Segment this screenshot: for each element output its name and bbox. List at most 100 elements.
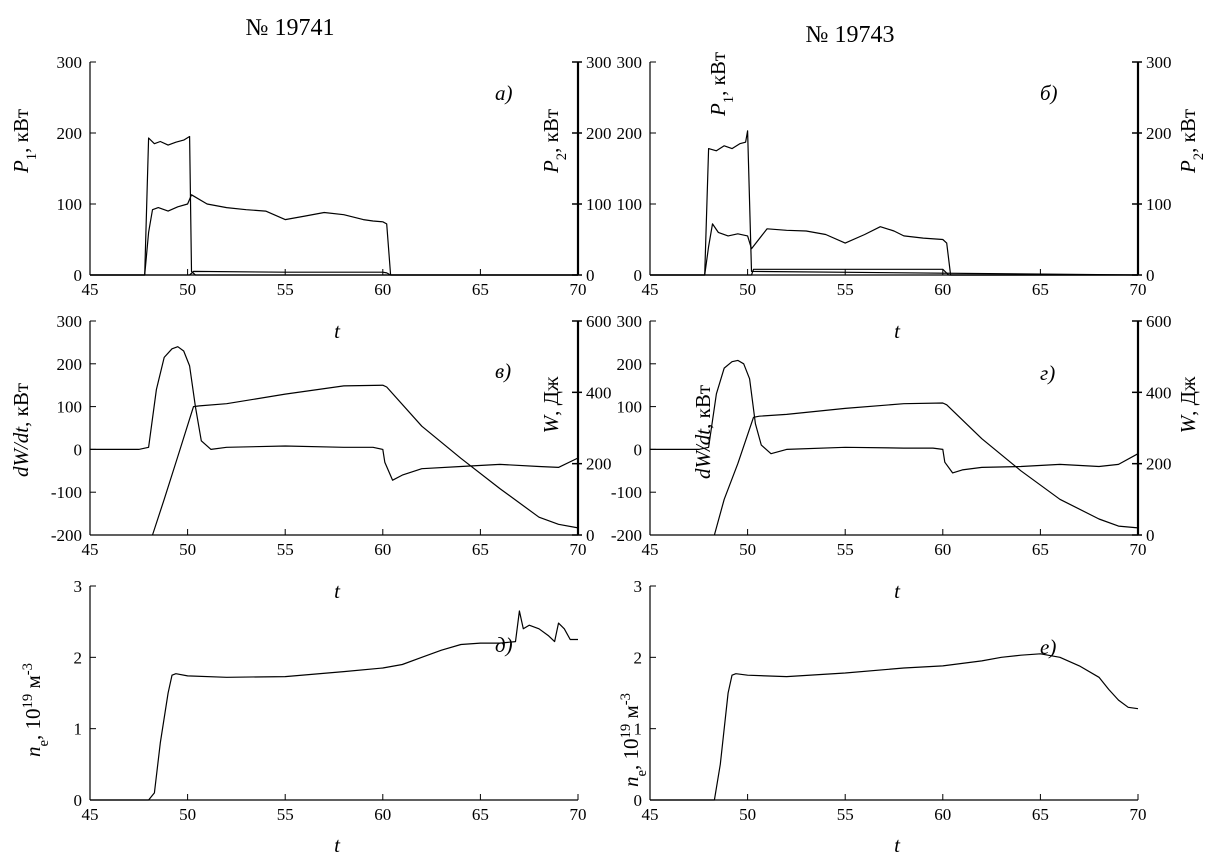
y-axis-label-left-part: dW/dt [691,428,715,479]
series-line-3 [90,270,578,276]
y-tick-label-right: 600 [1146,312,1172,331]
x-tick-label: 60 [374,280,391,299]
y-tick-label-left: 2 [74,648,83,667]
x-tick-label: 50 [739,280,756,299]
x-axis-label: t [894,319,901,343]
y-tick-label-left: -200 [51,526,82,545]
series-line-1 [90,610,578,801]
x-tick-label: 60 [934,540,951,559]
x-tick-label: 50 [179,805,196,824]
series-line-1 [650,130,1139,276]
x-tick-label: 60 [374,805,391,824]
y-tick-label-left: -200 [611,526,642,545]
y-axis-label-left-part: -3 [618,693,634,705]
y-tick-label-left: 0 [74,440,83,459]
x-tick-label: 50 [179,540,196,559]
y-axis-label-left: ne, 1019 м-3 [618,693,650,787]
panel-label: в) [495,359,511,383]
series-line-2 [713,402,1139,536]
y-tick-label-left: -100 [51,483,82,502]
x-axis-label-part: t [334,319,341,343]
y-tick-label-left: 200 [617,124,643,143]
y-tick-label-right: 200 [1146,455,1172,474]
panel-label: а) [495,81,513,105]
x-tick-label: 55 [277,805,294,824]
y-axis-label-left: dW/dt, кВт [691,385,715,479]
x-tick-label: 70 [1130,805,1147,824]
y-axis-label-left: ne, 1019 м-3 [20,663,52,757]
shot-number-left: № 19741 [246,15,335,41]
panel-d: 45 50 55 60 65 70 0 1 2 3 ne, 1019 м-3 t t д) [20,577,587,857]
y-tick-label-left: 2 [634,648,643,667]
y-axis-label-right: W, Дж [1176,376,1200,433]
panel-e: 45 50 55 60 65 70 0 1 2 3 ne, 1019 м-3 t t е) [618,577,1147,857]
y-tick-label-right: 400 [1146,383,1172,402]
x-tick-label: 45 [82,805,99,824]
y-axis-label-left-part: -3 [20,663,36,675]
x-tick-label: 55 [837,805,854,824]
y-axis-label-left: P1, кВт [9,109,40,174]
panel-g: 45 50 55 60 65 70 -200 -100 0 100 200 300 0 200 400 600… [611,312,1200,559]
x-tick-label: 65 [1032,540,1049,559]
x-tick-label: 65 [472,280,489,299]
x-axis-label: t [894,579,901,603]
y-axis-label-right-part: W [539,413,563,433]
y-tick-label-left: 300 [617,312,643,331]
x-tick-label: 55 [837,540,854,559]
series-line-1 [650,653,1139,801]
x-tick-label: 45 [82,280,99,299]
x-tick-label: 45 [642,280,659,299]
y-tick-label-left: 100 [617,195,643,214]
y-tick-label-left: 300 [57,312,83,331]
y-axis-label-right: W, Дж [539,376,563,433]
y-tick-label-left: 0 [634,791,643,810]
x-tick-label: 55 [837,280,854,299]
x-tick-label: 45 [642,805,659,824]
y-tick-label-left: 0 [74,266,83,285]
y-axis-label-left-part: dW/dt [9,426,33,477]
x-axis-label: t [334,579,341,603]
x-tick-label: 55 [277,540,294,559]
y-axis-label-left-part: n [21,747,45,758]
x-axis-label-part: t [894,579,901,603]
y-tick-label-right: 400 [586,383,612,402]
y-tick-label-right: 200 [586,455,612,474]
x-tick-label: 65 [1032,280,1049,299]
y-tick-label-left: 100 [57,398,83,417]
y-tick-label-left: 1 [634,720,643,739]
panel-label: е) [1040,635,1056,659]
y-tick-label-left: 300 [57,53,83,72]
y-tick-label-right: 0 [1146,526,1155,545]
y-axis-label-right-part: , кВт [539,109,563,153]
y-tick-label-right: 0 [1146,266,1155,285]
y-axis-label-right-part: W [1176,413,1200,433]
y-axis-label-left: dW/dt, кВт [9,383,33,477]
y-axis-label-left-part: P [706,103,730,117]
y-axis-label-left-part: 19 [618,724,634,739]
y-axis-label-left-part: e [36,740,52,747]
y-tick-label-left: 200 [617,355,643,374]
x-tick-label: 70 [570,280,587,299]
y-axis-label-left-part: 19 [20,694,36,709]
y-tick-label-left: 100 [617,398,643,417]
y-tick-label-right: 200 [586,124,612,143]
x-tick-label: 70 [1130,540,1147,559]
y-axis-label-left-part: , 10 [619,738,643,770]
y-tick-label-left: 3 [634,577,643,596]
y-axis-label-left-part: P [9,160,33,174]
x-tick-label: 70 [570,540,587,559]
y-axis-label-right-part: P [1176,160,1200,174]
series-line-2 [650,223,1138,276]
x-tick-label: 65 [1032,805,1049,824]
x-tick-label: 65 [472,805,489,824]
x-tick-label: 45 [642,540,659,559]
y-tick-label-right: 0 [586,266,595,285]
y-axis-label-left-part: м [619,705,643,724]
y-axis-label-left-part: м [21,675,45,694]
series-line-1 [90,135,578,276]
y-tick-label-left: 0 [74,791,83,810]
y-tick-label-left: 200 [57,124,83,143]
